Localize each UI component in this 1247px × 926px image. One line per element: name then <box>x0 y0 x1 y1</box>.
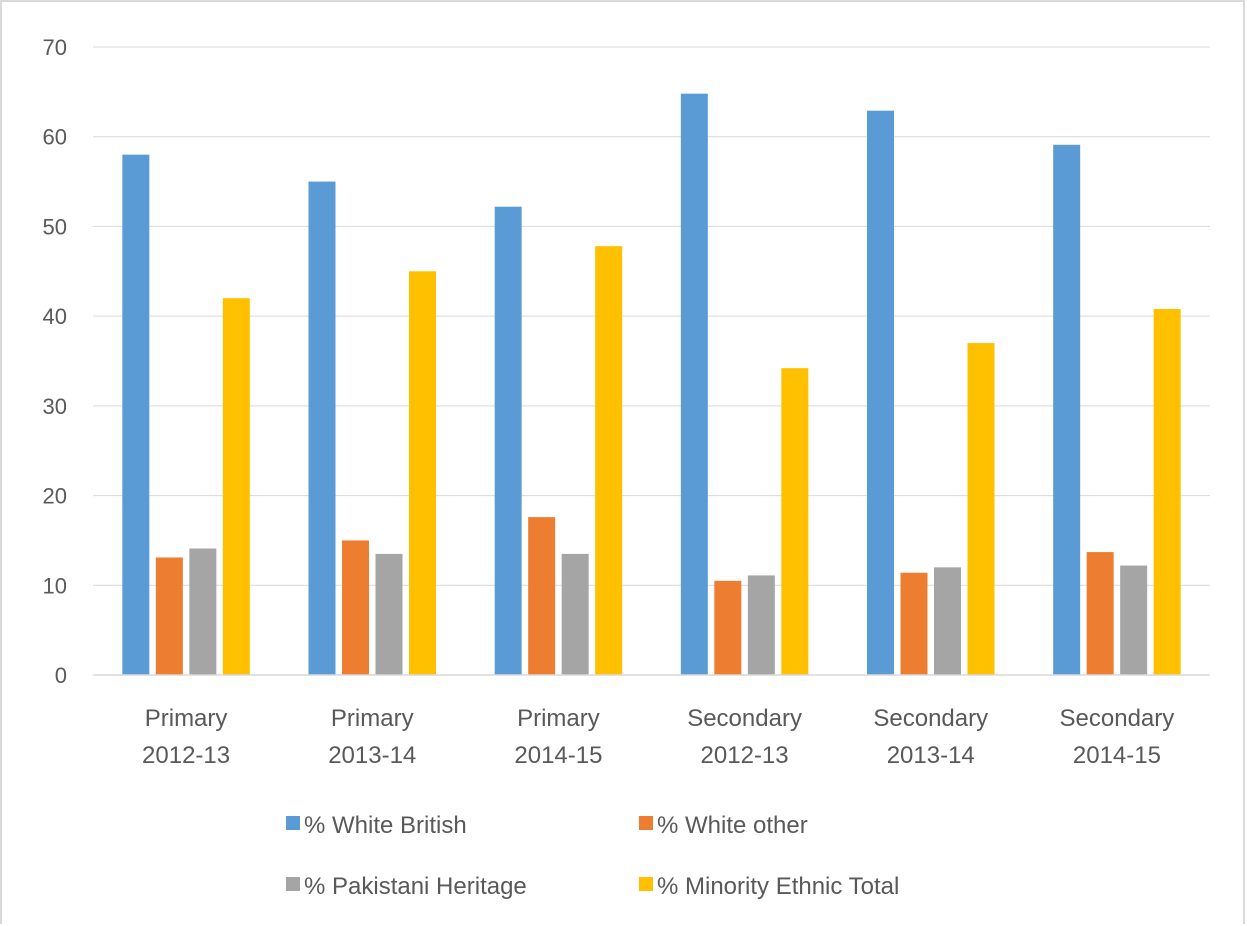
legend-swatch <box>639 816 653 830</box>
legend-swatch <box>639 877 653 891</box>
category-label: Primary <box>517 705 600 732</box>
category-label: Primary <box>331 705 414 732</box>
legend-label: % Pakistani Heritage <box>304 873 527 900</box>
bar <box>900 572 928 675</box>
bar <box>409 271 436 675</box>
legend-swatch <box>286 877 300 891</box>
legend-label: % White British <box>304 812 467 839</box>
y-tick-label: 60 <box>43 125 67 150</box>
bar <box>680 93 708 675</box>
y-tick-label: 30 <box>43 394 67 419</box>
bar <box>747 575 775 675</box>
bar <box>1153 308 1181 675</box>
bar <box>781 368 809 675</box>
legend: % White British % White other % Pakistani … <box>286 812 899 900</box>
category-label: Secondary <box>1060 705 1175 732</box>
bar <box>714 580 742 675</box>
category-label: 2014-15 <box>514 742 602 769</box>
legend-swatch <box>286 816 300 830</box>
y-axis-ticks: 0 10 20 30 40 50 60 70 <box>43 35 67 688</box>
bar <box>375 553 403 675</box>
bar <box>967 343 995 675</box>
category-label: 2014-15 <box>1073 742 1161 769</box>
bar <box>308 181 336 676</box>
category-label: Primary <box>145 705 228 732</box>
bar <box>1053 144 1081 675</box>
bar <box>867 110 894 675</box>
bars <box>122 93 1181 676</box>
gridlines <box>93 46 1210 586</box>
bar <box>1086 552 1114 675</box>
legend-label: % Minority Ethnic Total <box>657 873 899 900</box>
bar <box>494 206 522 676</box>
category-label: 2012-13 <box>701 742 789 769</box>
bar <box>189 548 217 675</box>
x-axis-labels: Primary 2012-13 Primary 2013-14 Primary 2014-… <box>142 705 1174 769</box>
category-label: Secondary <box>873 705 988 732</box>
y-tick-label: 10 <box>43 573 67 598</box>
bar <box>595 246 623 675</box>
y-tick-label: 40 <box>43 304 67 329</box>
category-label: 2013-14 <box>328 742 416 769</box>
category-label: 2012-13 <box>142 742 230 769</box>
bar <box>528 517 556 675</box>
legend-label: % White other <box>657 812 808 839</box>
bar <box>561 553 589 675</box>
category-label: Secondary <box>687 705 802 732</box>
y-tick-label: 0 <box>55 663 67 688</box>
bar <box>155 557 183 675</box>
y-tick-label: 50 <box>43 214 67 239</box>
bar <box>222 298 250 675</box>
bar <box>342 540 369 675</box>
y-tick-label: 20 <box>43 484 67 509</box>
bar <box>1120 565 1148 675</box>
bar <box>122 154 150 675</box>
bar <box>934 567 961 675</box>
category-label: 2013-14 <box>887 742 975 769</box>
y-tick-label: 70 <box>43 35 67 60</box>
